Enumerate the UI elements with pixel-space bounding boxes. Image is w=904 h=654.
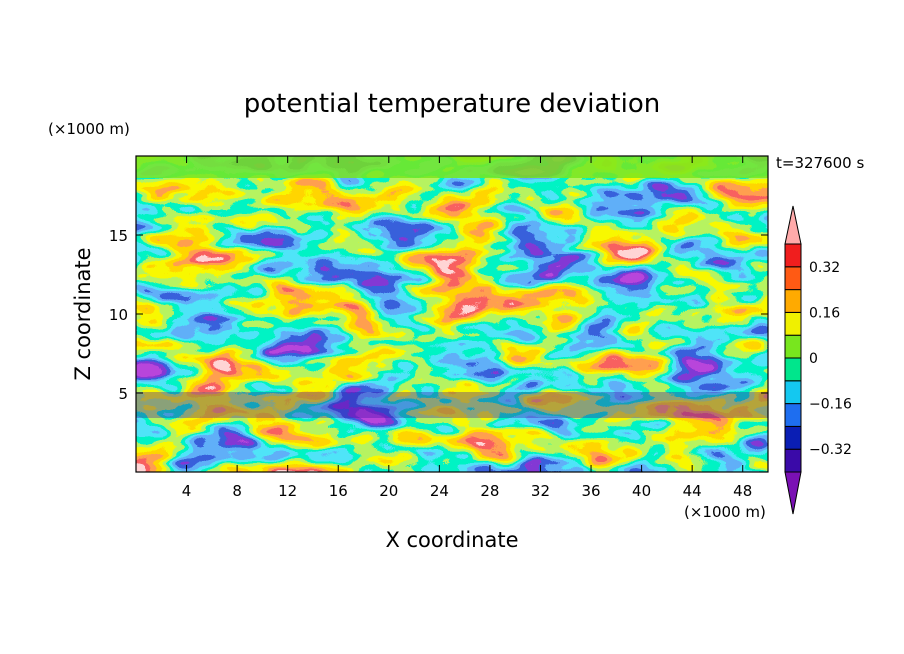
x-tick-label: 12 xyxy=(278,482,297,500)
colorbar-swatch xyxy=(784,334,802,359)
colorbar-top-triangle xyxy=(784,205,802,245)
colorbar: 0.32 0.16 0 −0.16 −0.32 xyxy=(784,205,852,515)
x-tick-label: 44 xyxy=(683,482,702,500)
colorbar-tick-label: 0.32 xyxy=(809,260,840,276)
y-tick-label: 10 xyxy=(109,306,128,324)
x-tick-label: 32 xyxy=(531,482,550,500)
x-tick-label: 4 xyxy=(182,482,192,500)
colorbar-swatch xyxy=(784,403,802,427)
colorbar-bottom-triangle xyxy=(784,471,802,515)
x-tick-label: 16 xyxy=(329,482,348,500)
x-tick-label: 40 xyxy=(632,482,651,500)
colorbar-swatch xyxy=(784,380,802,405)
colorbar-swatch xyxy=(784,448,802,473)
colorbar-tick-label: −0.16 xyxy=(809,397,852,413)
y-axis: 5 10 15 xyxy=(109,227,768,403)
y-unit-label: (×1000 m) xyxy=(48,120,130,138)
y-tick-label: 5 xyxy=(118,385,128,403)
x-tick-label: 48 xyxy=(733,482,752,500)
contour-field xyxy=(136,156,768,472)
y-axis-label: Z coordinate xyxy=(71,247,95,380)
chart-title: potential temperature deviation xyxy=(244,89,660,119)
x-tick-label: 24 xyxy=(430,482,449,500)
colorbar-swatch xyxy=(784,243,802,268)
x-unit-label: (×1000 m) xyxy=(684,503,766,521)
time-label: t=327600 s xyxy=(776,154,864,172)
colorbar-swatch xyxy=(784,425,802,450)
colorbar-swatch xyxy=(784,311,802,336)
x-tick-label: 36 xyxy=(581,482,600,500)
x-axis-label: X coordinate xyxy=(385,528,518,552)
colorbar-swatch xyxy=(784,266,802,291)
colorbar-tick-label: 0.16 xyxy=(809,305,840,321)
x-tick-label: 28 xyxy=(480,482,499,500)
colorbar-tick-label: 0 xyxy=(809,351,818,367)
y-tick-label: 15 xyxy=(109,227,128,245)
x-axis: 4 8 12 16 20 24 28 32 36 40 44 48 xyxy=(182,156,752,500)
colorbar-tick-label: −0.32 xyxy=(809,442,852,458)
x-tick-label: 8 xyxy=(232,482,242,500)
colorbar-swatch xyxy=(784,357,802,382)
x-tick-label: 20 xyxy=(379,482,398,500)
colorbar-swatch xyxy=(784,289,802,313)
